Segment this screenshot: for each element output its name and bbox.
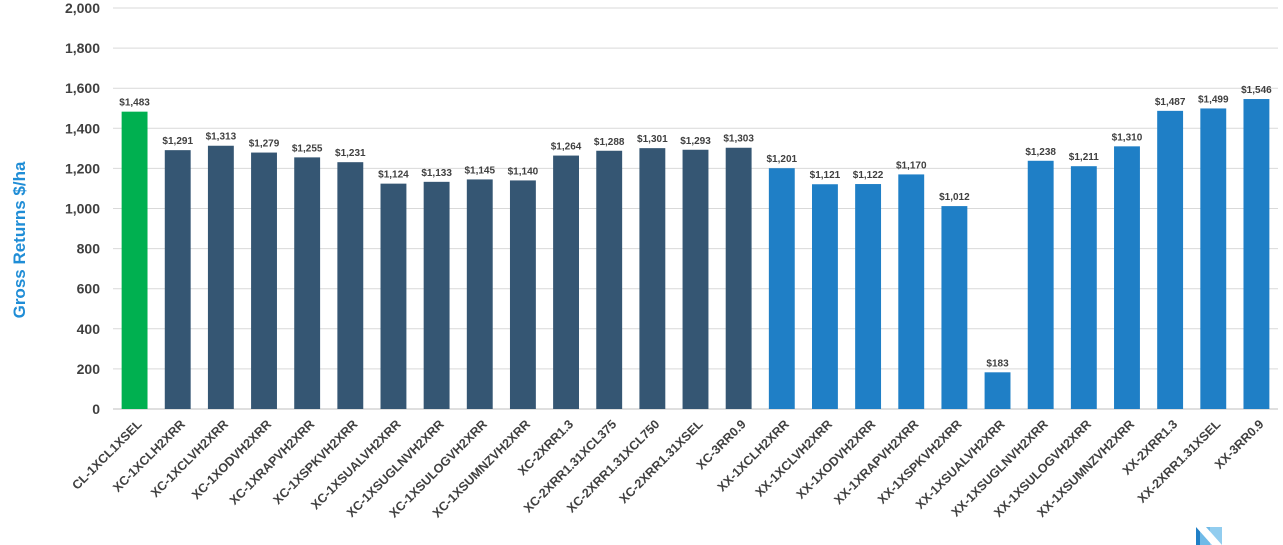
bar	[768, 168, 795, 409]
bar	[1027, 160, 1054, 409]
data-label: $1,279	[249, 139, 280, 150]
data-label: $1,313	[206, 132, 237, 143]
y-tick-label: 1,800	[65, 40, 100, 56]
bar	[855, 184, 882, 409]
x-tick-label: XX-1XSPKVH2XRR	[875, 417, 964, 506]
bar	[509, 180, 536, 409]
bar	[682, 149, 709, 410]
data-label: $1,255	[292, 143, 323, 154]
x-tick-label: XC-2XRR1.31XSEL	[617, 417, 706, 506]
data-label: $1,124	[378, 170, 409, 181]
data-label: $1,231	[335, 148, 366, 159]
bar	[251, 152, 277, 410]
bar	[941, 206, 968, 409]
data-label: $1,310	[1112, 132, 1143, 143]
bar	[337, 162, 364, 409]
y-tick-label: 200	[77, 361, 101, 377]
data-label: $1,499	[1198, 94, 1229, 105]
data-label: $1,133	[421, 168, 452, 179]
data-label: $1,293	[680, 136, 711, 147]
y-axis-ticks: 0 200 400 600 800 1,000 1,200 1,400 1,600 1,800 2,…	[65, 0, 100, 417]
data-label: $1,238	[1025, 147, 1056, 158]
bar	[1243, 99, 1270, 409]
data-label: $1,140	[508, 166, 539, 177]
data-label: $183	[986, 358, 1009, 369]
data-label: $1,012	[939, 192, 970, 203]
x-tick-label: XX-2XRR1.31XSEL	[1135, 417, 1224, 506]
data-label: $1,546	[1241, 85, 1272, 96]
y-tick-label: 1,600	[65, 80, 100, 96]
data-label: $1,145	[464, 165, 495, 176]
bars	[121, 99, 1270, 410]
bar	[898, 174, 925, 409]
data-label: $1,303	[723, 134, 754, 145]
data-label: $1,301	[637, 134, 668, 145]
data-label: $1,211	[1069, 152, 1099, 163]
bar	[207, 145, 234, 409]
data-label: $1,122	[853, 170, 884, 181]
logo-icon	[1196, 527, 1222, 545]
x-axis-ticks: CL-1XCL1XSELXC-1XCLH2XRRXC-1XCLVH2XRRXC-…	[69, 417, 1266, 520]
bar	[984, 372, 1011, 409]
x-tick-label: XX-1XCLVH2XRR	[753, 417, 835, 499]
bar	[164, 150, 191, 410]
bar	[1157, 110, 1184, 409]
y-tick-label: 1,200	[65, 160, 100, 176]
y-tick-label: 0	[92, 401, 100, 417]
bar	[596, 150, 623, 410]
bar	[121, 111, 148, 409]
y-tick-label: 600	[77, 281, 101, 297]
bar	[812, 184, 838, 409]
data-labels: $1,483 $1,291 $1,313 $1,279 $1,255 $1,231 $1,1…	[119, 85, 1272, 369]
data-label: $1,487	[1155, 97, 1186, 108]
data-label: $1,264	[551, 142, 582, 153]
y-tick-label: 800	[77, 241, 101, 257]
bar	[553, 155, 579, 409]
bar	[639, 148, 666, 409]
data-label: $1,201	[766, 154, 797, 165]
data-label: $1,288	[594, 137, 625, 148]
x-tick-label: XC-1XODVH2XRR	[189, 417, 274, 502]
x-tick-label: XC-1XCLVH2XRR	[148, 417, 231, 500]
bar	[1070, 166, 1097, 409]
data-label: $1,483	[119, 98, 150, 109]
y-tick-label: 2,000	[65, 0, 100, 16]
data-label: $1,121	[810, 170, 841, 181]
x-tick-label: XC-1XRAPVH2XRR	[227, 417, 317, 507]
bar	[1114, 146, 1140, 409]
y-tick-label: 1,400	[65, 120, 100, 136]
x-tick-label: XX-1XRAPVH2XRR	[831, 417, 921, 507]
y-axis-label: Gross Returns $/ha	[10, 161, 29, 318]
data-label: $1,170	[896, 160, 927, 171]
x-tick-label: XC-1XSPKVH2XRR	[270, 417, 360, 507]
bar	[294, 157, 321, 409]
bar	[423, 181, 450, 409]
bar	[1200, 108, 1227, 409]
y-tick-label: 1,000	[65, 201, 100, 217]
bar	[380, 183, 407, 409]
bar	[466, 179, 493, 409]
y-tick-label: 400	[77, 321, 101, 337]
data-label: $1,291	[162, 136, 193, 147]
x-tick-label: XX-1XODVH2XRR	[794, 417, 879, 502]
bar	[725, 147, 752, 409]
